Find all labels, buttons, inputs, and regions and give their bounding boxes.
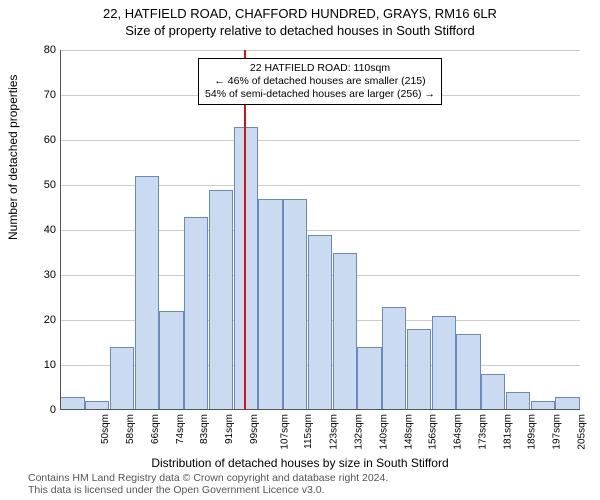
histogram-bar: [506, 392, 530, 410]
histogram-bar: [135, 176, 159, 410]
histogram-bar: [60, 397, 84, 411]
attribution-footer: Contains HM Land Registry data © Crown c…: [0, 472, 600, 496]
histogram-bar: [258, 199, 282, 411]
y-tick-label: 60: [26, 134, 56, 146]
x-tick-label: 197sqm: [552, 414, 563, 450]
y-axis-label: Number of detached properties: [6, 75, 20, 240]
annotation-box: 22 HATFIELD ROAD: 110sqm ← 46% of detach…: [198, 58, 442, 105]
x-tick-label: 91sqm: [224, 414, 235, 444]
y-tick-label: 10: [26, 359, 56, 371]
title-block: 22, HATFIELD ROAD, CHAFFORD HUNDRED, GRA…: [0, 6, 600, 38]
y-tick-label: 40: [26, 224, 56, 236]
y-tick-label: 80: [26, 44, 56, 56]
histogram-bar: [184, 217, 208, 411]
x-tick-label: 58sqm: [125, 414, 136, 444]
x-tick-label: 156sqm: [428, 414, 439, 450]
histogram-bar: [110, 347, 134, 410]
x-tick-label: 74sqm: [175, 414, 186, 444]
y-tick-label: 20: [26, 314, 56, 326]
annotation-line-3: 54% of semi-detached houses are larger (…: [205, 88, 435, 101]
x-tick-label: 140sqm: [378, 414, 389, 450]
y-tick-label: 70: [26, 89, 56, 101]
histogram-bar: [308, 235, 332, 411]
x-axis-label: Distribution of detached houses by size …: [0, 456, 600, 470]
x-tick-label: 173sqm: [477, 414, 488, 450]
x-tick-label: 132sqm: [354, 414, 365, 450]
x-tick-label: 50sqm: [100, 414, 111, 444]
histogram-bar: [234, 127, 258, 411]
histogram-bar: [382, 307, 406, 411]
x-tick-label: 205sqm: [576, 414, 587, 450]
x-tick-label: 99sqm: [249, 414, 260, 444]
y-tick-label: 50: [26, 179, 56, 191]
histogram-bar: [555, 397, 579, 411]
annotation-line-1: 22 HATFIELD ROAD: 110sqm: [205, 62, 435, 75]
x-tick-label: 66sqm: [150, 414, 161, 444]
x-tick-label: 83sqm: [199, 414, 210, 444]
histogram-bar: [333, 253, 357, 411]
plot-area: 22 HATFIELD ROAD: 110sqm ← 46% of detach…: [60, 50, 580, 410]
x-tick-label: 181sqm: [502, 414, 513, 450]
y-axis-line: [60, 50, 61, 410]
histogram-bar: [283, 199, 307, 411]
histogram-bar: [357, 347, 381, 410]
x-tick-label: 123sqm: [329, 414, 340, 450]
footer-line-1: Contains HM Land Registry data © Crown c…: [0, 472, 600, 484]
histogram-bar: [209, 190, 233, 411]
x-tick-label: 107sqm: [279, 414, 290, 450]
x-tick-label: 115sqm: [303, 414, 314, 449]
x-tick-label: 164sqm: [453, 414, 464, 450]
y-tick-label: 30: [26, 269, 56, 281]
footer-line-2: This data is licensed under the Open Gov…: [0, 484, 600, 496]
histogram-bar: [407, 329, 431, 410]
histogram-bar: [456, 334, 480, 411]
chart-container: 22, HATFIELD ROAD, CHAFFORD HUNDRED, GRA…: [0, 0, 600, 500]
histogram-bar: [481, 374, 505, 410]
histogram-bar: [432, 316, 456, 411]
title-line-1: 22, HATFIELD ROAD, CHAFFORD HUNDRED, GRA…: [0, 6, 600, 21]
x-axis-line: [60, 409, 580, 410]
x-tick-label: 148sqm: [403, 414, 414, 450]
histogram-bar: [159, 311, 183, 410]
x-tick-label: 189sqm: [527, 414, 538, 450]
y-tick-label: 0: [26, 404, 56, 416]
annotation-line-2: ← 46% of detached houses are smaller (21…: [205, 75, 435, 88]
title-line-2: Size of property relative to detached ho…: [0, 23, 600, 38]
